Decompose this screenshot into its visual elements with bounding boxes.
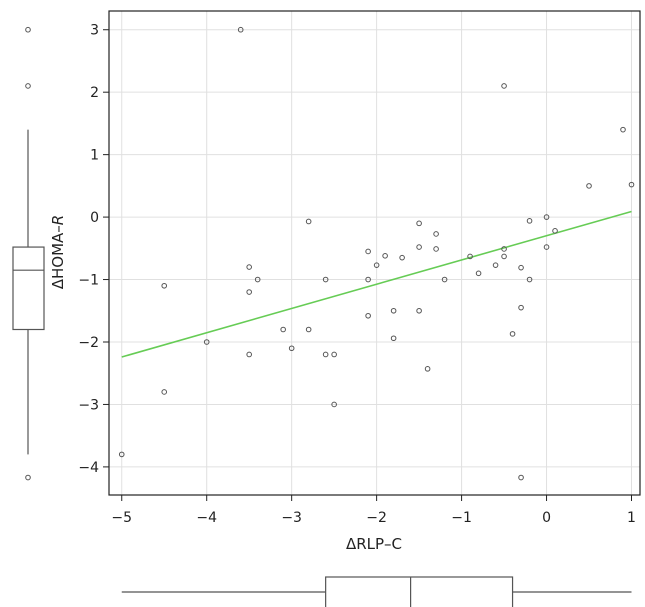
y-tick-label: −2 [78,335,99,351]
data-point [365,248,371,255]
data-points [118,26,635,481]
plot-frame [108,10,641,496]
y-box [12,246,45,331]
y-tick-label: 1 [90,148,99,164]
y-axis-label: ΔHOMA–R [49,215,67,290]
data-point [416,244,422,250]
data-point [322,351,329,358]
data-point [373,262,380,268]
data-point [543,214,550,220]
data-point [543,244,550,250]
y-marginal-boxplot [12,26,45,481]
fit-line-group [121,210,632,358]
data-point [501,253,507,260]
data-point [331,401,337,408]
x-tick-label: −5 [111,510,132,526]
data-point [246,264,252,270]
data-point [475,270,482,277]
data-point [509,331,516,337]
data-point [305,218,312,225]
x-tick-label: 0 [542,510,551,526]
y-axis-ticks: 3 2 1 0 −1 −2 −3 −4 [78,23,109,476]
data-point [288,345,295,352]
data-point [526,276,533,283]
grid-lines [109,11,640,495]
data-point [382,253,388,259]
data-point [390,307,397,314]
data-point [441,276,448,283]
data-point [399,254,405,261]
data-point [237,26,244,33]
data-point [331,351,337,358]
data-point [246,351,252,358]
data-point [161,389,168,395]
y-tick-label: −4 [78,460,99,476]
x-axis-ticks: −5 −4 −3 −2 −1 0 1 [111,495,636,526]
x-tick-label: −1 [451,510,472,526]
data-point [526,218,533,224]
y-tick-label: 2 [90,85,99,101]
data-point [433,231,439,237]
data-point [161,282,168,289]
x-tick-label: 1 [627,510,636,526]
data-point [518,474,524,481]
data-point [467,253,473,260]
data-point [246,289,252,295]
x-box [325,576,514,607]
data-point [365,276,371,283]
data-point [433,246,439,252]
y-box-outlier [25,83,31,89]
data-point [501,83,507,89]
data-point [322,276,329,283]
data-point [254,276,261,283]
data-point [628,181,635,188]
data-point [518,264,524,271]
data-point [416,220,422,227]
y-axis-label-italic: R [49,215,67,225]
y-axis-label-main: ΔHOMA– [49,225,67,289]
data-point [203,339,210,345]
fit-line [121,210,632,358]
data-point [280,326,286,333]
data-point [365,312,371,319]
y-tick-label: 0 [90,210,99,226]
data-point [492,262,499,268]
y-tick-label: 3 [90,23,99,39]
data-point [501,246,507,252]
y-box-outlier [25,474,31,481]
data-point [424,366,431,372]
data-point [416,307,422,314]
x-axis-label: ΔRLP–C [346,535,402,553]
data-point [118,451,125,458]
x-tick-label: −4 [196,510,217,526]
y-box-outlier [25,26,31,33]
y-tick-label: −1 [78,273,99,289]
data-point [390,335,397,342]
y-tick-label: −3 [78,397,99,413]
x-marginal-boxplot [121,576,632,607]
data-point [305,326,312,333]
data-point [552,228,558,234]
x-tick-label: −3 [281,510,302,526]
data-point [586,183,592,189]
x-tick-label: −2 [366,510,387,526]
data-point [518,304,524,311]
data-point [620,126,626,133]
